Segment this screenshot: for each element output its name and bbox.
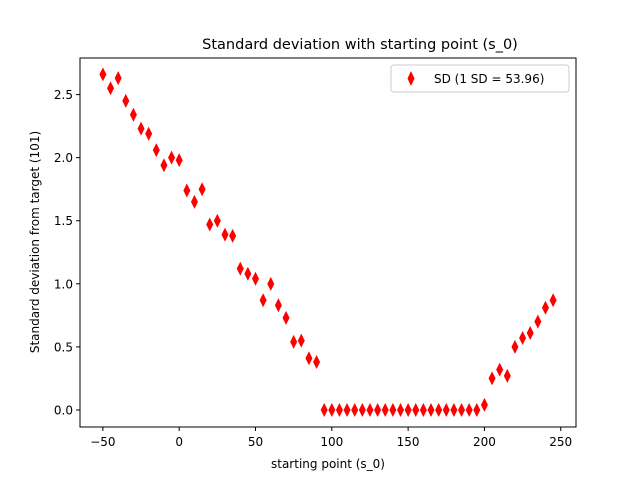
x-tick-label: 100 [320, 435, 343, 449]
data-point [374, 402, 382, 417]
data-point [412, 402, 420, 417]
data-point [129, 107, 137, 122]
data-point [435, 402, 443, 417]
data-point [274, 298, 282, 313]
x-tick-label: 150 [397, 435, 420, 449]
data-point [107, 81, 115, 96]
x-tick-label: 0 [175, 435, 183, 449]
data-point [473, 402, 481, 417]
data-point [442, 402, 450, 417]
data-point [503, 368, 511, 383]
y-tick-label: 2.0 [54, 151, 73, 165]
data-point [465, 402, 473, 417]
y-axis: 0.0 0.5 1.0 1.5 2.0 2.5 [54, 88, 80, 417]
data-point [496, 362, 504, 377]
x-tick-label: −50 [90, 435, 115, 449]
data-point [389, 402, 397, 417]
data-point [183, 183, 191, 198]
data-point [114, 71, 122, 86]
legend-box [390, 64, 570, 93]
x-axis-label: starting point (s_0) [271, 457, 385, 471]
data-point [190, 194, 198, 209]
data-point [290, 334, 298, 349]
data-point [305, 351, 313, 366]
data-points [99, 67, 557, 417]
x-axis: −50 0 50 100 150 200 250 [90, 427, 572, 449]
data-point [549, 293, 557, 308]
data-point [267, 276, 275, 291]
y-tick-label: 0.5 [54, 340, 73, 354]
data-point [526, 326, 534, 341]
y-tick-label: 1.5 [54, 214, 73, 228]
data-point [419, 402, 427, 417]
data-point [213, 213, 221, 228]
data-point [480, 397, 488, 412]
data-point [458, 402, 466, 417]
data-point [320, 402, 328, 417]
data-point [137, 121, 145, 136]
data-point [252, 271, 260, 286]
data-point [404, 402, 412, 417]
data-point [160, 158, 168, 173]
x-tick-label: 200 [473, 435, 496, 449]
y-axis-label: Standard deviation from target (101) [28, 131, 42, 353]
data-point [221, 227, 229, 242]
data-point [229, 228, 237, 243]
data-point [282, 310, 290, 325]
data-point [236, 261, 244, 276]
data-point [519, 331, 527, 346]
data-point [488, 371, 496, 386]
chart-title: Standard deviation with starting point (… [202, 37, 518, 53]
data-point [366, 402, 374, 417]
data-point [198, 182, 206, 197]
data-point [381, 402, 389, 417]
data-point [168, 150, 176, 165]
y-tick-label: 0.0 [54, 403, 73, 417]
data-point [145, 126, 153, 141]
data-point [152, 143, 160, 158]
data-point [427, 402, 435, 417]
data-point [541, 300, 549, 315]
data-point [450, 402, 458, 417]
data-point [297, 333, 305, 348]
x-tick-label: 250 [549, 435, 572, 449]
data-point [259, 293, 267, 308]
data-point [396, 402, 404, 417]
y-tick-label: 1.0 [54, 277, 73, 291]
data-point [99, 67, 107, 82]
y-tick-label: 2.5 [54, 88, 73, 102]
data-point [328, 402, 336, 417]
data-point [206, 217, 214, 232]
data-point [244, 266, 252, 281]
x-tick-label: 50 [248, 435, 263, 449]
data-point [351, 402, 359, 417]
legend: SD (1 SD = 53.96) [390, 64, 570, 93]
data-point [313, 355, 321, 370]
legend-marker [407, 71, 415, 86]
data-point [343, 402, 351, 417]
plot-area [79, 57, 577, 428]
legend-entry: SD (1 SD = 53.96) [434, 72, 544, 86]
data-point [358, 402, 366, 417]
data-point [175, 153, 183, 168]
data-point [335, 402, 343, 417]
data-point [534, 314, 542, 329]
data-point [122, 93, 130, 108]
data-point [511, 339, 519, 354]
